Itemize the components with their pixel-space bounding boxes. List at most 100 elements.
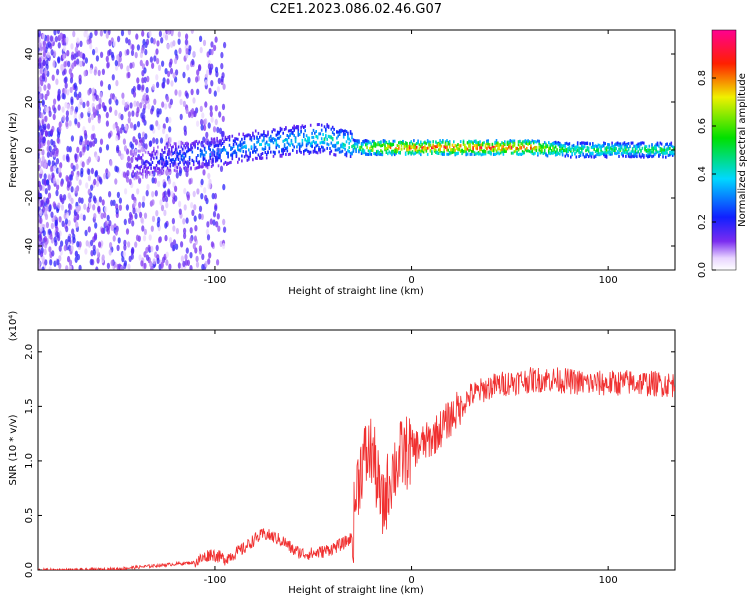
spectrogram-cell: [305, 139, 308, 143]
spectrogram-cell: [169, 158, 172, 162]
spectrogram-cell: [464, 143, 466, 147]
spectrogram-cell: [200, 213, 204, 220]
spectrogram-cell: [172, 225, 176, 232]
spectrogram-cell: [69, 204, 73, 211]
spectrogram-cell: [331, 125, 334, 129]
spectrogram-cell: [226, 138, 228, 141]
spectrogram-cell: [172, 40, 176, 47]
spectrogram-cell: [548, 141, 550, 145]
spectrogram-cell: [114, 59, 118, 67]
spectrogram-cell: [57, 88, 61, 96]
spectrogram-cell: [222, 183, 226, 191]
spectrogram-cell: [260, 133, 262, 137]
spectrogram-cell: [414, 145, 417, 149]
spectrogram-cell: [349, 130, 352, 134]
spectrogram-cell: [53, 30, 57, 36]
spectrogram-cell: [162, 256, 166, 263]
spectrogram-cell: [165, 163, 167, 167]
spectrogram-cell: [567, 154, 569, 158]
spectrogram-cell: [177, 262, 181, 269]
spectrogram-cell: [455, 146, 458, 150]
spectrogram-cell: [334, 153, 337, 157]
spectrogram-cell: [388, 142, 390, 146]
spectrogram-cell: [521, 152, 524, 156]
spectrogram-cell: [208, 252, 212, 259]
spectrogram-cell: [643, 155, 645, 159]
spectrogram-cell: [557, 143, 560, 147]
spectrogram-cell: [198, 63, 202, 71]
spectrogram-cell: [151, 215, 156, 223]
spectrogram-cell: [502, 152, 505, 156]
spectrogram-cell: [79, 135, 84, 143]
spectrogram-cell: [155, 210, 159, 217]
spectrogram-cell: [127, 111, 131, 118]
spectrogram-cell: [59, 193, 63, 201]
spectrogram-cell: [294, 140, 297, 144]
spectrogram-cell: [561, 144, 564, 148]
spectrogram-cell: [238, 148, 240, 152]
spectrogram-cell: [524, 141, 527, 145]
spectrogram-cell: [627, 154, 630, 158]
spectrogram-cell: [189, 252, 193, 259]
spectrogram-cell: [38, 235, 42, 242]
spectrogram-cell: [41, 155, 45, 162]
spectrogram-cell: [491, 144, 494, 148]
spectrogram-cell: [344, 129, 346, 133]
spectrogram-cell: [176, 151, 178, 155]
spectrogram-cell: [545, 153, 547, 157]
spectrogram-cell: [184, 142, 187, 146]
spectrogram-cell: [212, 219, 216, 226]
spectrogram-cell: [153, 156, 155, 160]
spectrogram-cell: [160, 204, 165, 212]
spectrogram-cell: [393, 139, 396, 143]
spectrogram-cell: [136, 158, 139, 162]
spectrogram-cell: [188, 111, 192, 118]
spectrogram-cell: [87, 89, 91, 96]
spectrogram-cell: [216, 157, 218, 161]
spectrogram-cell: [168, 136, 172, 144]
spectrogram-cell: [505, 149, 507, 153]
spectrogram-x-label: Height of straight line (km): [288, 286, 424, 297]
spectrogram-cell: [333, 132, 335, 136]
spectrogram-cell: [381, 150, 384, 154]
spectrogram-cell: [654, 152, 656, 156]
spectrogram-cell: [165, 133, 169, 141]
spectrogram-cell: [387, 152, 389, 156]
spectrogram-cell: [183, 162, 185, 166]
spectrogram-cell: [417, 140, 419, 144]
spectrogram-cell: [84, 248, 88, 255]
spectrogram-cell: [127, 117, 131, 124]
spectrogram-cell: [499, 143, 502, 147]
spectrogram-cell: [509, 146, 512, 150]
spectrogram-cell: [468, 144, 470, 148]
spectrogram-cell: [159, 137, 164, 144]
spectrogram-cell: [203, 148, 206, 152]
spectrogram-cell: [168, 168, 170, 172]
spectrogram-cell: [665, 148, 667, 152]
spectrogram-cell: [223, 226, 227, 233]
spectrogram-cell: [660, 142, 663, 146]
spectrogram-cell: [279, 135, 282, 139]
spectrogram-cell: [660, 150, 663, 154]
spectrogram-cell: [153, 147, 155, 151]
spectrogram-cell: [190, 143, 192, 147]
spectrogram-cell: [600, 147, 602, 151]
spectrogram-cell: [355, 150, 357, 153]
spectrogram-cell: [495, 144, 498, 147]
spectrogram-cell: [180, 241, 184, 248]
spectrogram-cell: [541, 145, 543, 149]
spectrogram-cell: [468, 149, 470, 153]
spectrogram-cell: [65, 175, 69, 182]
spectrogram-cell: [609, 146, 612, 150]
spectrogram-cell: [367, 152, 370, 156]
spectrogram-cell: [424, 141, 426, 145]
spectrogram-cell: [407, 144, 410, 148]
spectrogram-cell: [52, 201, 56, 208]
spectrogram-cell: [479, 148, 481, 152]
spectrogram-cell: [76, 241, 80, 248]
spectrogram-cell: [658, 144, 660, 148]
spectrogram-cell: [487, 142, 489, 146]
spectrogram-cell: [530, 144, 532, 148]
spectrogram-cell: [121, 255, 125, 263]
spectrogram-cell: [448, 142, 451, 146]
